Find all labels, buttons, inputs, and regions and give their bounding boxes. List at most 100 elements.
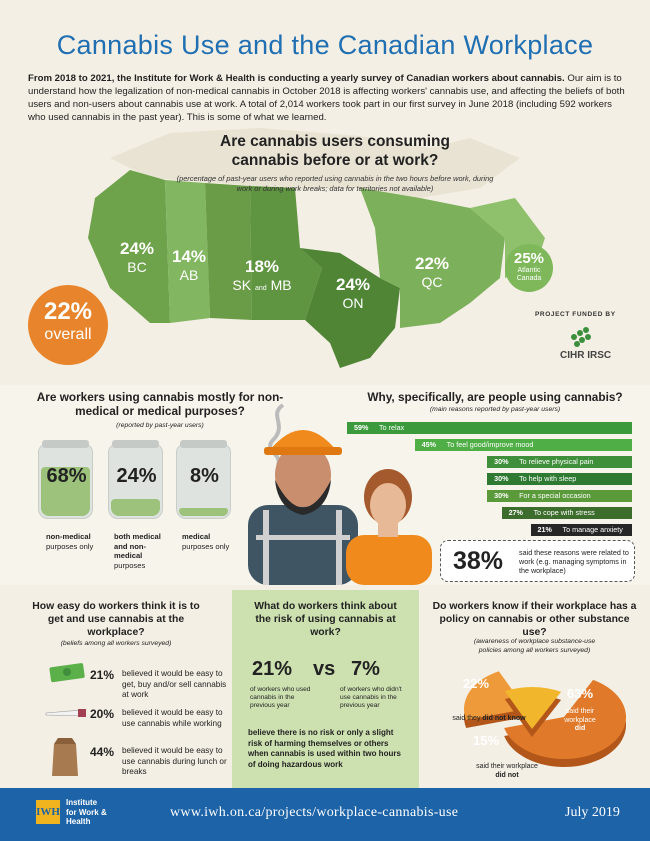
pie-label-did: said their workplace did [564,708,596,732]
pie-slice [464,671,526,721]
province-on [300,248,400,368]
ease-question: How easy do workers think it is to get a… [32,601,200,638]
iwh-logo-icon: IWH [36,800,60,824]
jar-pct: 8% [190,465,219,487]
ease-panel: How easy do workers think it is to get a… [0,590,232,788]
cihr-leaf-icon [571,327,591,347]
province-ab [165,180,210,323]
publication-date: July 2019 [565,805,620,820]
reason-bar: 27% To cope with stress [501,507,632,519]
skmb-pct: 18% [244,257,280,276]
qc-name: QC [421,274,443,290]
ease-text: believed it would be easy to use cannabi… [122,708,223,728]
intro-bold: From 2018 to 2021, the Institute for Wor… [28,73,565,84]
province-mb [250,186,322,320]
bc-pct: 24% [119,239,155,258]
risk-panel: What do workers think about the risk of … [232,590,419,788]
reason-label: To feel good/improve mood [446,440,534,449]
jar-non-medical: 68% [38,440,93,519]
ease-note: (beliefs among all workers surveyed) [60,640,172,647]
risk-note: believe there is no risk or only a sligh… [248,728,401,769]
atlantic-name: Atlantic Canada [516,267,542,282]
mb-name: MB [270,277,292,293]
overall-pct: 22% [43,298,93,325]
page-title: Cannabis Use and the Canadian Workplace [56,30,594,60]
work-related-text: said these reasons were related to work … [519,548,629,575]
reason-value: 30% [494,491,509,500]
ease-text: believed it would be easy to use cannabi… [122,746,227,776]
ab-name: AB [179,267,199,283]
reason-value: 30% [494,457,509,466]
on-name: ON [342,295,364,311]
reason-bar: 30% For a special occasion [487,490,632,502]
work-related-callout: 38% said these reasons were related to w… [440,540,635,582]
cash-icon [49,663,85,683]
jar-medical: 8% [176,440,231,519]
map-note: (percentage of past-year users who repor… [176,174,494,193]
reason-label: To manage anxiety [562,525,623,534]
pie-pct-dont-know: 22% [462,676,490,691]
reason-label: To relieve physical pain [519,457,594,466]
bc-name: BC [127,259,147,275]
reason-label: For a special occasion [519,491,591,500]
province-qc [360,188,505,328]
pie-label-did-not: said their workplace did not [476,763,538,779]
reason-bar: 21% To manage anxiety [530,524,632,536]
ease-text: believed it would be easy to get, buy an… [122,669,227,699]
sk-name: SK [232,277,252,293]
risk-question: What do workers think about the risk of … [254,601,397,638]
lunch-bag-icon [52,738,78,776]
label-qc: 22% QC [409,255,455,291]
province-bc [88,170,170,323]
work-related-pct: 38% [453,547,504,575]
pie-slice [504,687,562,729]
reason-bar: 30% To help with sleep [487,473,632,485]
jar-label-both: both medical and non-medical purposes [114,532,161,570]
workers-illustration [248,403,432,585]
reasons-question: Why, specifically, are people using cann… [367,390,623,404]
cihr-logo-text: CIHR IRSC [560,350,612,361]
province-sk [205,183,252,320]
overall-badge: 22% overall [28,285,108,365]
intro-rest: Our aim is to understand how the legaliz… [28,73,625,123]
pie-pct-did-not: 15% [472,733,500,748]
ease-pct: 21% [90,668,115,682]
reason-bar: 59% To relax [347,422,632,434]
qc-pct: 22% [414,254,450,273]
jar-pct: 24% [116,465,157,487]
map-question: Are cannabis users consuming cannabis be… [220,133,450,169]
iwh-name: Institute for Work & Health [66,798,107,826]
reason-label: To relax [379,423,405,432]
reasons-note: (main reasons reported by past-year user… [429,406,561,413]
atlantic-pct: 25% [513,250,545,267]
jar-both: 24% [108,440,163,519]
reason-value: 59% [354,423,369,432]
policy-question: Do workers know if their workplace has a… [432,601,637,638]
pie-pct-did: 63% [566,686,594,701]
and-word: and [255,285,267,292]
pie-slice [504,679,626,759]
reason-value: 21% [537,525,552,534]
on-pct: 24% [335,275,371,294]
jar-label-medical: medical purposes only [182,532,230,551]
project-url-link[interactable]: www.iwh.on.ca/projects/workplace-cannabi… [170,805,459,820]
ease-pct: 20% [90,707,115,721]
label-atlantic: 25% Atlantic Canada [505,244,553,292]
policy-note: (awareness of workplace substance-use po… [473,638,596,654]
risk-vs: vs [313,658,336,680]
joint-icon [45,709,86,717]
jar-pct: 68% [46,465,87,487]
footer: IWH Institute for Work & Health www.iwh.on… [0,788,650,841]
reason-label: To cope with stress [533,508,595,517]
label-bc: 24% BC [112,240,162,276]
overall-label: overall [44,326,92,343]
ab-pct: 14% [171,247,207,266]
label-sk-mb: 18% SK and MB [222,258,302,298]
label-on: 24% ON [330,276,376,312]
jar-label-non-medical: non-medical purposes only [46,532,94,551]
risk-nonusers-pct: 7% [351,658,380,680]
purpose-question: Are workers using cannabis mostly for no… [36,390,284,418]
reason-value: 30% [494,474,509,483]
reason-bar: 45% To feel good/improve mood [414,439,632,451]
funded-by-label: PROJECT FUNDED BY [535,311,616,318]
